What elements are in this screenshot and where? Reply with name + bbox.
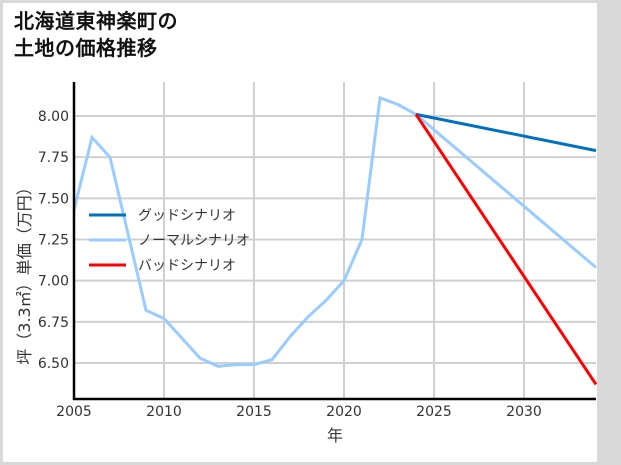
series-line — [414, 113, 598, 386]
x-tick-label: 2030 — [506, 404, 542, 420]
x-tick-label: 2015 — [236, 404, 272, 420]
y-axis-label: 坪（3.3㎡）単価（万円） — [15, 179, 34, 364]
series-line — [72, 95, 597, 368]
legend-label: バッドシナリオ — [138, 258, 236, 274]
series-lines — [72, 95, 598, 386]
x-axis-label: 年 — [327, 426, 343, 445]
chart-title-line1: 北海道東神楽町の — [14, 9, 178, 33]
y-tick-label: 7.25 — [38, 233, 69, 249]
tick-labels: 6.50 6.75 7.00 7.25 7.50 7.75 8.00 2005 2010 2015… — [38, 109, 542, 420]
x-tick-label: 2010 — [146, 404, 182, 420]
x-tick-label: 2005 — [56, 404, 92, 420]
legend-label: ノーマルシナリオ — [138, 233, 250, 249]
y-tick-label: 7.00 — [38, 274, 69, 290]
y-tick-label: 6.50 — [38, 356, 69, 372]
y-tick-label: 7.75 — [38, 150, 69, 166]
y-tick-label: 7.50 — [38, 191, 69, 207]
gridlines — [74, 82, 596, 399]
x-tick-label: 2020 — [326, 404, 362, 420]
chart-frame — [3, 3, 597, 462]
chart-title-line2: 土地の価格推移 — [14, 36, 158, 60]
series-line — [415, 112, 597, 153]
legend-label: グッドシナリオ — [138, 208, 236, 224]
y-tick-label: 8.00 — [38, 109, 69, 125]
axes — [72, 82, 596, 401]
y-tick-label: 6.75 — [38, 315, 69, 331]
chart-title: 北海道東神楽町の 土地の価格推移 — [14, 8, 178, 62]
x-tick-label: 2025 — [416, 404, 452, 420]
